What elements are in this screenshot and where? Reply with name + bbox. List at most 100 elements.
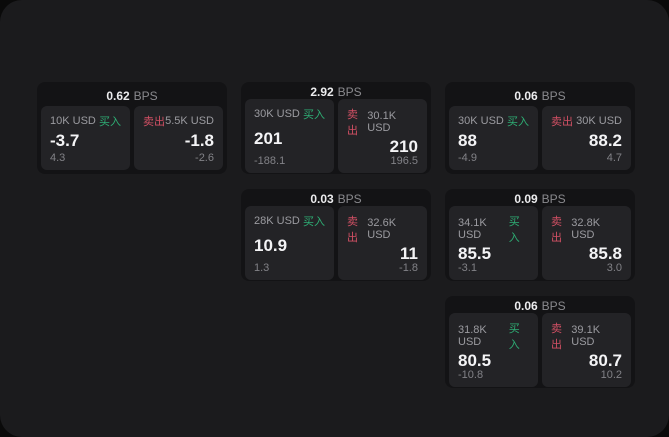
bps-label: BPS bbox=[337, 85, 362, 99]
sell-panel-top: 卖出 5.5K USD bbox=[143, 113, 214, 129]
buy-delta: 4.3 bbox=[50, 152, 66, 164]
bps-label: BPS bbox=[337, 192, 362, 206]
card-body: 10K USD 买入 -3.7 4.3 卖出 5.5K USD -1.8 -2.… bbox=[41, 106, 223, 170]
card-header: 2.92 BPS bbox=[245, 85, 427, 99]
buy-delta: 1.3 bbox=[254, 262, 270, 274]
spread-value: 0.09 bbox=[514, 192, 538, 206]
sell-delta: 10.2 bbox=[600, 369, 622, 381]
card-header: 0.06 BPS bbox=[449, 299, 631, 313]
buy-delta: -10.8 bbox=[458, 369, 484, 381]
sell-tag: 卖出 bbox=[551, 323, 562, 351]
sell-size-label: 32.6K USD bbox=[367, 217, 397, 241]
buy-delta: -4.9 bbox=[458, 152, 477, 164]
sell-price: 80.7 bbox=[588, 351, 622, 370]
buy-panel[interactable]: 10K USD 买入 -3.7 4.3 bbox=[41, 106, 130, 170]
buy-panel[interactable]: 34.1K USD 买入 85.5 -3.1 bbox=[449, 206, 538, 280]
buy-price: 80.5 bbox=[458, 351, 492, 370]
sell-panel-top: 卖出 39.1K USD bbox=[551, 320, 622, 352]
buy-tag: 买入 bbox=[303, 109, 325, 121]
spread-value: 0.62 bbox=[106, 88, 130, 103]
sell-panel[interactable]: 卖出 30K USD 88.2 4.7 bbox=[542, 106, 631, 170]
quote-card: 0.06 BPS 31.8K USD 买入 80.5 -10.8 卖出 39.1… bbox=[445, 296, 635, 388]
buy-panel-top: 34.1K USD 买入 bbox=[458, 213, 529, 245]
sell-delta: 4.7 bbox=[606, 152, 622, 164]
buy-price: 10.9 bbox=[254, 236, 288, 255]
bps-label: BPS bbox=[541, 299, 566, 313]
buy-size-label: 31.8K USD bbox=[458, 324, 487, 348]
spread-value: 0.06 bbox=[514, 88, 538, 103]
buy-price: 85.5 bbox=[458, 244, 492, 263]
buy-panel[interactable]: 28K USD 买入 10.9 1.3 bbox=[245, 206, 334, 280]
buy-tag: 买入 bbox=[508, 323, 520, 351]
sell-delta: -1.8 bbox=[399, 262, 418, 274]
buy-size-label: 28K USD bbox=[254, 215, 300, 227]
buy-price: -3.7 bbox=[50, 131, 80, 150]
bps-label: BPS bbox=[541, 192, 566, 206]
sell-delta: 196.5 bbox=[390, 155, 418, 167]
sell-price: -1.8 bbox=[184, 131, 214, 150]
buy-tag: 买入 bbox=[508, 216, 520, 244]
sell-panel-top: 卖出 32.6K USD bbox=[347, 213, 418, 245]
buy-delta: -188.1 bbox=[254, 155, 286, 167]
card-header: 0.06 BPS bbox=[449, 85, 631, 106]
sell-panel[interactable]: 卖出 5.5K USD -1.8 -2.6 bbox=[134, 106, 223, 170]
spread-value: 2.92 bbox=[310, 85, 334, 99]
buy-size-label: 30K USD bbox=[254, 108, 300, 120]
quote-card: 0.03 BPS 28K USD 买入 10.9 1.3 卖出 32.6K US… bbox=[241, 189, 431, 281]
sell-price: 85.8 bbox=[588, 244, 622, 263]
sell-size-label: 30.1K USD bbox=[367, 110, 397, 134]
sell-panel-top: 卖出 30K USD bbox=[551, 113, 622, 129]
sell-panel[interactable]: 卖出 39.1K USD 80.7 10.2 bbox=[542, 313, 631, 387]
sell-price: 88.2 bbox=[588, 131, 622, 150]
buy-price: 88 bbox=[458, 131, 477, 150]
quote-card: 2.92 BPS 30K USD 买入 201 -188.1 卖出 30.1K … bbox=[241, 82, 431, 174]
sell-size-label: 39.1K USD bbox=[571, 324, 601, 348]
buy-panel[interactable]: 30K USD 买入 201 -188.1 bbox=[245, 99, 334, 173]
card-header: 0.62 BPS bbox=[41, 85, 223, 106]
buy-panel-top: 31.8K USD 买入 bbox=[458, 320, 529, 352]
card-body: 31.8K USD 买入 80.5 -10.8 卖出 39.1K USD 80.… bbox=[449, 313, 631, 387]
sell-panel[interactable]: 卖出 30.1K USD 210 196.5 bbox=[338, 99, 427, 173]
sell-size-label: 30K USD bbox=[576, 115, 622, 127]
quote-card: 0.09 BPS 34.1K USD 买入 85.5 -3.1 卖出 32.8K… bbox=[445, 189, 635, 281]
sell-price: 210 bbox=[389, 137, 418, 156]
spread-value: 0.03 bbox=[310, 192, 334, 206]
sell-tag: 卖出 bbox=[551, 116, 573, 128]
buy-size-label: 10K USD bbox=[50, 115, 96, 127]
quote-grid: 0.62 BPS 10K USD 买入 -3.7 4.3 卖出 5.5K USD bbox=[37, 82, 635, 388]
buy-size-label: 30K USD bbox=[458, 115, 504, 127]
buy-tag: 买入 bbox=[303, 216, 325, 228]
buy-panel-top: 28K USD 买入 bbox=[254, 213, 325, 229]
buy-panel[interactable]: 30K USD 买入 88 -4.9 bbox=[449, 106, 538, 170]
sell-panel-top: 卖出 32.8K USD bbox=[551, 213, 622, 245]
card-body: 30K USD 买入 201 -188.1 卖出 30.1K USD 210 1… bbox=[245, 99, 427, 173]
buy-panel-top: 30K USD 买入 bbox=[254, 106, 325, 122]
card-header: 0.03 BPS bbox=[245, 192, 427, 206]
sell-delta: 3.0 bbox=[606, 262, 622, 274]
sell-panel[interactable]: 卖出 32.8K USD 85.8 3.0 bbox=[542, 206, 631, 280]
buy-price: 201 bbox=[254, 129, 283, 148]
buy-panel-top: 10K USD 买入 bbox=[50, 113, 121, 129]
bps-label: BPS bbox=[541, 88, 566, 103]
card-header: 0.09 BPS bbox=[449, 192, 631, 206]
sell-tag: 卖出 bbox=[143, 116, 165, 128]
sell-panel-top: 卖出 30.1K USD bbox=[347, 106, 418, 138]
sell-price: 11 bbox=[400, 244, 418, 263]
bps-label: BPS bbox=[133, 88, 158, 103]
buy-size-label: 34.1K USD bbox=[458, 217, 487, 241]
sell-tag: 卖出 bbox=[551, 216, 562, 244]
quote-card: 0.62 BPS 10K USD 买入 -3.7 4.3 卖出 5.5K USD bbox=[37, 82, 227, 174]
buy-panel-top: 30K USD 买入 bbox=[458, 113, 529, 129]
spread-value: 0.06 bbox=[514, 299, 538, 313]
buy-panel[interactable]: 31.8K USD 买入 80.5 -10.8 bbox=[449, 313, 538, 387]
card-body: 28K USD 买入 10.9 1.3 卖出 32.6K USD 11 -1.8 bbox=[245, 206, 427, 280]
card-body: 30K USD 买入 88 -4.9 卖出 30K USD 88.2 4.7 bbox=[449, 106, 631, 170]
card-body: 34.1K USD 买入 85.5 -3.1 卖出 32.8K USD 85.8… bbox=[449, 206, 631, 280]
sell-size-label: 5.5K USD bbox=[165, 115, 214, 127]
sell-tag: 卖出 bbox=[347, 216, 358, 244]
quote-card: 0.06 BPS 30K USD 买入 88 -4.9 卖出 30K USD bbox=[445, 82, 635, 174]
sell-panel[interactable]: 卖出 32.6K USD 11 -1.8 bbox=[338, 206, 427, 280]
sell-size-label: 32.8K USD bbox=[571, 217, 601, 241]
buy-tag: 买入 bbox=[99, 116, 121, 128]
